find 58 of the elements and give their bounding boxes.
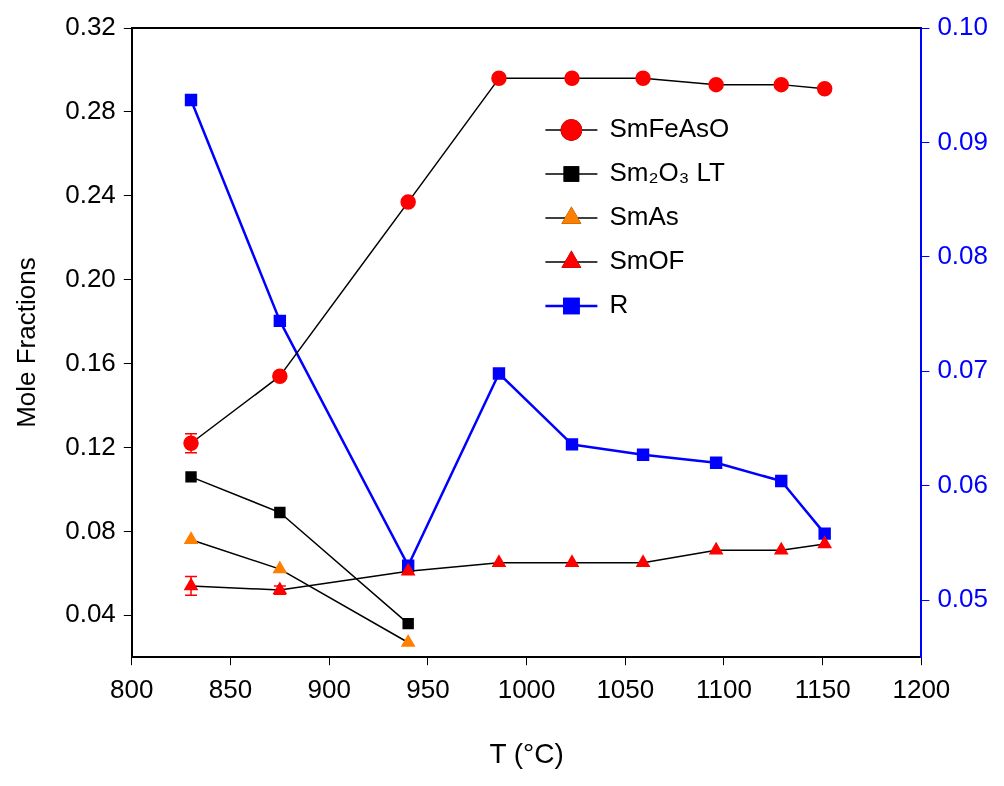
point	[565, 555, 579, 568]
y-tick-label: 0.20	[65, 262, 116, 293]
legend-label: SmOF	[609, 245, 685, 276]
point	[273, 314, 287, 328]
y-tick-label: 0.04	[65, 598, 116, 629]
y2-tick-label: 0.06	[937, 468, 989, 499]
y-axis-title: Mole Fractions	[10, 257, 41, 428]
x-tick-label: 800	[110, 673, 154, 704]
point	[816, 81, 833, 97]
x-tick-label: 850	[208, 673, 253, 704]
point	[565, 438, 579, 451]
y2-tick-label: 0.08	[937, 239, 989, 270]
point	[775, 474, 788, 488]
y-tick-label: 0.08	[65, 514, 116, 545]
point	[636, 555, 650, 568]
y-tick-label: 0.12	[65, 430, 116, 461]
point	[773, 76, 789, 93]
point	[184, 532, 198, 544]
point	[491, 70, 507, 87]
y2-tick-label: 0.07	[937, 354, 989, 385]
point	[492, 555, 506, 568]
point	[185, 471, 197, 483]
point	[635, 70, 651, 87]
point	[709, 456, 723, 469]
point	[774, 542, 789, 555]
point	[400, 194, 416, 210]
y2-tick-label: 0.10	[937, 11, 989, 42]
legend-label: SmAs	[609, 201, 679, 232]
y2-tick-label: 0.09	[937, 125, 989, 156]
x-tick-label: 1200	[892, 673, 951, 704]
point	[274, 506, 286, 519]
point	[273, 561, 287, 574]
x-axis-title: T (°C)	[489, 737, 564, 769]
legend-label: Sm₂O₃ LT	[609, 157, 726, 188]
point	[564, 70, 580, 87]
point	[709, 542, 723, 555]
point	[401, 563, 415, 576]
y-tick-label: 0.28	[65, 95, 116, 126]
x-tick-label: 950	[406, 673, 450, 704]
point	[636, 448, 650, 461]
legend-label: SmFeAsO	[609, 113, 730, 144]
point	[492, 367, 506, 380]
y2-tick-label: 0.05	[937, 583, 989, 614]
x-tick-label: 1050	[596, 673, 655, 704]
x-tick-label: 1000	[497, 673, 556, 704]
point	[817, 536, 832, 549]
point	[402, 617, 414, 630]
point	[184, 93, 198, 107]
y-tick-label: 0.32	[65, 11, 116, 42]
legend-label: R	[609, 289, 629, 320]
y-tick-label: 0.16	[65, 346, 116, 377]
x-tick-label: 900	[307, 673, 351, 704]
point	[708, 76, 724, 93]
x-tick-label: 1100	[696, 673, 752, 704]
point	[401, 634, 415, 647]
point	[818, 527, 831, 540]
y-tick-label: 0.24	[65, 178, 116, 209]
x-tick-label: 1150	[794, 673, 851, 704]
